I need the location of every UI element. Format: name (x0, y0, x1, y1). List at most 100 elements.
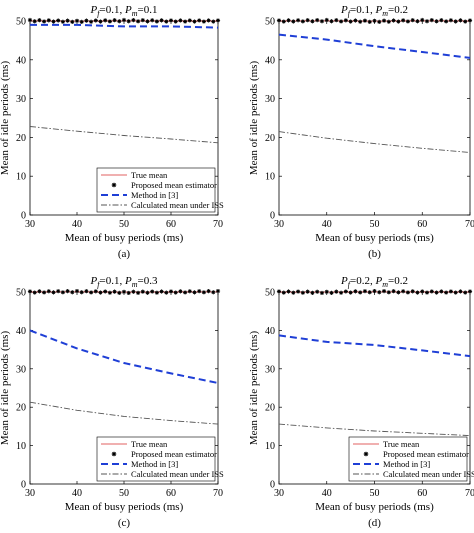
x-tick-label: 40 (322, 219, 332, 230)
data-point (27, 17, 33, 23)
data-point (310, 290, 315, 295)
data-point (211, 19, 216, 24)
data-point (386, 19, 391, 24)
data-point (98, 290, 103, 295)
y-tick-label: 0 (21, 480, 26, 491)
data-point (173, 290, 178, 295)
title-part: =0.2, (350, 275, 375, 287)
data-point (117, 290, 122, 295)
data-point (107, 19, 112, 24)
series-iss-line (278, 423, 471, 437)
x-tick-label: 70 (465, 488, 474, 499)
title-part: P (340, 275, 348, 287)
legend-entry-label: Method in [3] (383, 459, 430, 469)
legend-entry-label: True mean (383, 439, 420, 449)
data-point (93, 289, 98, 294)
title-part: P (374, 4, 382, 16)
y-tick-label: 20 (16, 403, 26, 414)
data-point (89, 290, 94, 295)
data-point (93, 18, 98, 23)
data-point (362, 18, 368, 23)
subplot-caption: (c) (118, 517, 131, 529)
x-tick-label: 50 (119, 488, 129, 499)
data-point (467, 18, 473, 23)
legend-entry-label: Calculated mean under ISS (131, 469, 224, 479)
data-point (51, 290, 56, 295)
data-point (448, 289, 453, 294)
data-point (89, 19, 94, 24)
legend-marker-icon (111, 451, 117, 457)
data-point (281, 19, 286, 24)
data-point (420, 289, 425, 294)
data-point (197, 18, 202, 23)
data-point (286, 18, 291, 23)
x-tick-label: 30 (25, 219, 35, 230)
data-point (42, 19, 47, 24)
data-point (178, 18, 183, 23)
data-point (154, 19, 159, 24)
data-point (429, 289, 434, 294)
data-point (56, 18, 61, 23)
data-point (126, 19, 131, 24)
data-point (463, 290, 468, 295)
x-axis-label: Mean of busy periods (ms) (65, 232, 184, 244)
series-method3-line (278, 33, 471, 59)
data-point (467, 289, 473, 294)
data-point (145, 290, 150, 295)
data-point (410, 289, 415, 294)
data-point (329, 290, 334, 295)
x-tick-label: 50 (370, 488, 380, 499)
data-point (458, 18, 463, 23)
y-tick-label: 30 (265, 364, 275, 375)
data-point (453, 19, 458, 24)
data-point (27, 289, 33, 294)
legend-entry-label: Proposed mean estimator (383, 449, 469, 459)
data-point (296, 289, 301, 294)
data-point (300, 19, 305, 24)
title-part: =0.1, (100, 4, 125, 16)
y-tick-label: 30 (265, 94, 275, 105)
data-point (362, 289, 368, 294)
data-point (70, 290, 75, 295)
data-point (420, 17, 425, 23)
title-part: m (382, 9, 388, 18)
y-tick-label: 20 (265, 403, 275, 414)
data-point (276, 18, 282, 23)
data-point (276, 289, 282, 294)
data-point (444, 290, 449, 295)
data-point (98, 19, 103, 24)
data-point (37, 289, 42, 294)
title-part: =0.3 (137, 275, 157, 287)
data-point (291, 19, 296, 24)
title-part: =0.1, (100, 275, 125, 287)
data-point (439, 289, 444, 294)
legend-entry-label: Proposed mean estimator (131, 180, 217, 190)
subplot-title: Pf=0.1, Pm=0.3 (90, 275, 158, 289)
data-point (377, 19, 382, 24)
data-point (315, 289, 320, 294)
x-tick-label: 70 (213, 219, 223, 230)
data-point (112, 18, 117, 23)
data-point (60, 290, 65, 295)
legend-entry-label: True mean (131, 170, 168, 180)
subplot-caption: (d) (368, 517, 381, 529)
data-point (187, 18, 192, 23)
data-point (37, 18, 42, 23)
subplot-0: 30 40 50 60 70 0 10 20 30 40 50 Pf=0.1, Pm=0.1 Mean … (0, 4, 224, 260)
data-point (305, 289, 310, 294)
data-point (131, 289, 136, 294)
data-point (424, 290, 430, 295)
subplot-3: 30 40 50 60 70 0 10 20 30 40 50 Pf=0.2, Pm=0.2 Mean … (248, 275, 474, 529)
data-point (201, 19, 206, 24)
y-tick-label: 50 (265, 288, 275, 299)
title-part: P (124, 275, 132, 287)
data-point (458, 289, 463, 294)
data-point (126, 290, 131, 296)
data-point (51, 19, 56, 24)
data-point (46, 18, 51, 23)
data-point (281, 290, 286, 295)
data-point (424, 19, 430, 24)
x-tick-label: 60 (417, 488, 427, 499)
data-point (334, 289, 339, 294)
data-point (103, 18, 108, 23)
